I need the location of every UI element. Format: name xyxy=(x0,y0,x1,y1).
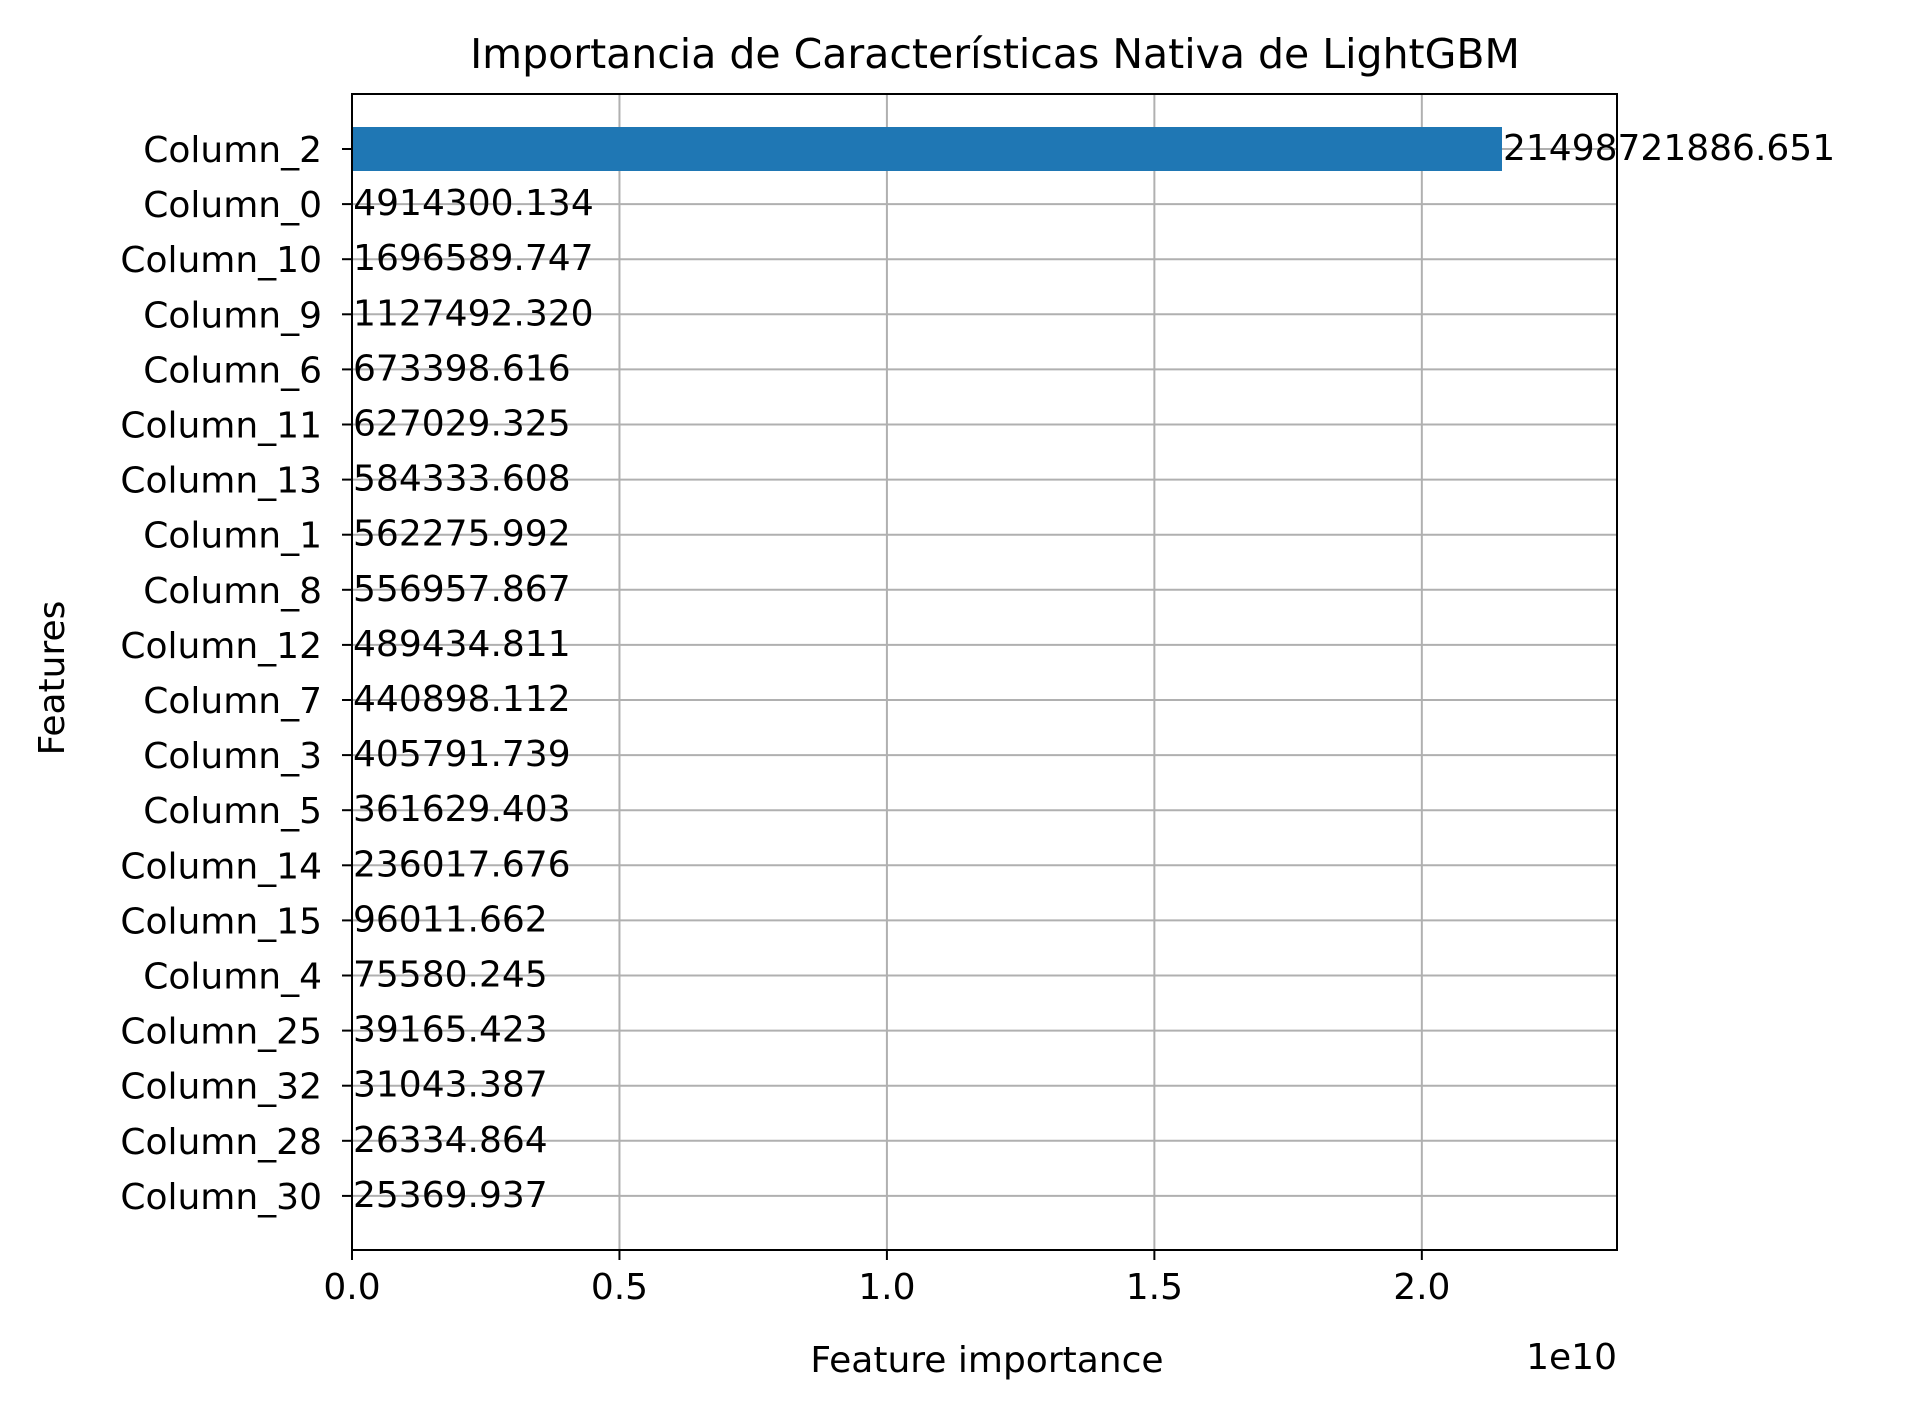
y-tick-label: Column_32 xyxy=(120,1067,322,1108)
y-tick-label: Column_13 xyxy=(120,461,322,502)
y-tick-label: Column_12 xyxy=(120,626,322,667)
bar-value-label: 236017.676 xyxy=(353,844,571,885)
y-tick-label: Column_7 xyxy=(143,681,322,722)
bar-value-label: 31043.387 xyxy=(353,1065,548,1106)
y-tick-label: Column_0 xyxy=(143,185,322,226)
bar-value-label: 562275.992 xyxy=(353,514,571,555)
bar-value-label: 39165.423 xyxy=(353,1010,548,1051)
y-tick-label: Column_10 xyxy=(120,240,322,281)
x-tick-label: 0.0 xyxy=(323,1267,380,1308)
bar-value-label: 96011.662 xyxy=(353,899,548,940)
y-tick-label: Column_6 xyxy=(143,350,322,391)
bar-value-label: 1127492.320 xyxy=(353,293,594,334)
bar-value-label: 556957.867 xyxy=(353,569,571,610)
x-tick-label: 1.5 xyxy=(1126,1267,1183,1308)
bar-value-label: 584333.608 xyxy=(353,459,571,500)
x-axis-offset-label: 1e10 xyxy=(1526,1337,1617,1378)
bar-value-label: 405791.739 xyxy=(353,734,571,775)
y-tick-label: Column_5 xyxy=(143,791,322,832)
bar-value-label: 673398.616 xyxy=(353,348,571,389)
bar-value-label: 361629.403 xyxy=(353,789,571,830)
bar-value-label: 1696589.747 xyxy=(353,238,594,279)
y-tick-label: Column_15 xyxy=(120,901,322,942)
y-tick-label: Column_30 xyxy=(120,1177,322,1218)
bar-value-label: 627029.325 xyxy=(353,404,571,445)
x-axis-label: Feature importance xyxy=(810,1340,1163,1381)
x-tick-label: 0.5 xyxy=(591,1267,648,1308)
y-tick-label: Column_14 xyxy=(120,846,322,887)
y-tick-label: Column_28 xyxy=(120,1122,322,1163)
y-axis-label: Features xyxy=(32,601,73,756)
y-tick-label: Column_25 xyxy=(120,1012,322,1053)
y-tick-label: Column_9 xyxy=(143,295,322,336)
x-tick-label: 2.0 xyxy=(1393,1267,1450,1308)
y-tick-label: Column_8 xyxy=(143,571,322,612)
y-tick-label: Column_4 xyxy=(143,957,322,998)
y-tick-label: Column_2 xyxy=(143,130,322,171)
y-tick-label: Column_3 xyxy=(143,736,322,777)
y-tick-label: Column_1 xyxy=(143,516,322,557)
x-tick-label: 1.0 xyxy=(858,1267,915,1308)
bar-value-label: 440898.112 xyxy=(353,679,571,720)
bar-value-label: 75580.245 xyxy=(353,955,548,996)
bar-column-2 xyxy=(352,127,1502,171)
chart-title: Importancia de Características Nativa de… xyxy=(470,30,1520,78)
bar-value-label: 21498721886.651 xyxy=(1503,128,1835,169)
bar-value-label: 489434.811 xyxy=(353,624,571,665)
y-tick-label: Column_11 xyxy=(120,406,322,447)
bar-value-label: 25369.937 xyxy=(353,1175,548,1216)
bar-value-label: 4914300.134 xyxy=(353,183,594,224)
bar-value-label: 26334.864 xyxy=(353,1120,548,1161)
